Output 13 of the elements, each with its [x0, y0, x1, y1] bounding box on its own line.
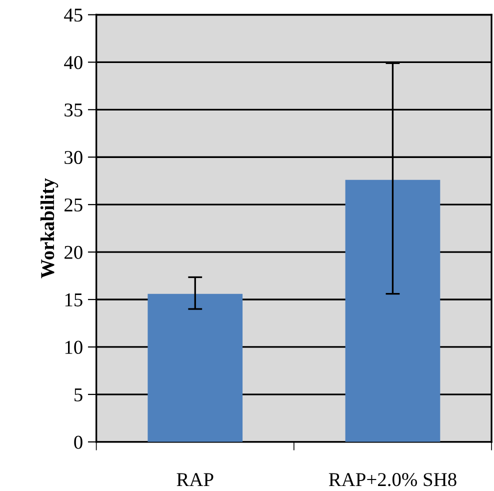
y-tick-label: 15 [65, 293, 82, 306]
y-tick-label: 25 [64, 198, 82, 212]
y-tick-label: 45 [64, 8, 82, 22]
y-tick-label: 10 [65, 340, 82, 354]
x-tick-label: RAP [176, 473, 214, 486]
y-tick-label: 5 [74, 388, 82, 402]
y-tick-label: 0 [74, 436, 82, 449]
y-tick-label: 30 [64, 150, 82, 164]
y-tick-label: 40 [64, 56, 82, 70]
x-tick-label: RAP+2.0% SH8 [328, 473, 456, 486]
y-tick-label: 20 [64, 246, 82, 259]
y-tick-label: 35 [64, 104, 82, 117]
y-axis-title: Workability [40, 178, 58, 278]
